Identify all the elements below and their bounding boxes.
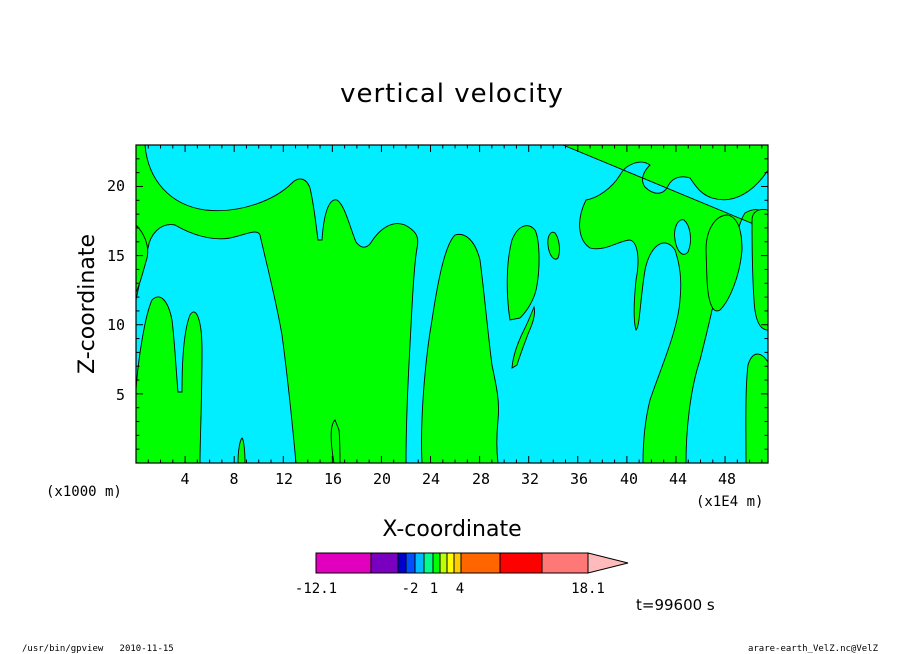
y-tick-label: 10: [107, 316, 125, 334]
colorbar-cell: [499, 552, 543, 574]
positive-velocity-regions: [135, 144, 769, 464]
region-right-edge: [751, 209, 769, 331]
colorbar-cell: [414, 552, 425, 574]
y-tick-marks: [136, 158, 768, 450]
x-tick-label: 36: [570, 470, 588, 488]
x-tick-label: 12: [275, 470, 293, 488]
region-center-small: [547, 231, 560, 260]
colorbar-tick-label: 1: [430, 581, 438, 597]
colorbar-max-arrow: [587, 552, 629, 574]
x-tick-label: 24: [422, 470, 440, 488]
y-axis-label: Z-coordinate: [75, 234, 100, 374]
x-tick-label: 4: [180, 470, 189, 488]
chart-title: vertical velocity: [340, 79, 564, 109]
colorbar-cell: [423, 552, 434, 574]
footer-left: /usr/bin/gpview 2010-11-15: [22, 644, 174, 654]
x-tick-label: 40: [620, 470, 638, 488]
colorbar-cell: [460, 552, 501, 574]
x-tick-marks: [147, 145, 763, 463]
x-tick-label: 28: [472, 470, 490, 488]
colorbar-cell: [370, 552, 399, 574]
y-tick-label: 15: [107, 247, 125, 265]
footer-right: arare-earth_VelZ.nc@VelZ: [748, 644, 879, 654]
region-right-hole: [674, 219, 691, 255]
plot-area: [135, 144, 769, 464]
region-right-blob: [705, 214, 743, 312]
x-tick-label: 32: [521, 470, 539, 488]
colorbar-cell: [315, 552, 372, 574]
colorbar-cell: [439, 552, 448, 574]
region-center: [421, 233, 499, 464]
region-right-lower: [745, 353, 769, 464]
x-unit-right: (x1E4 m): [696, 494, 763, 510]
colorbar-tick-label: 4: [456, 581, 464, 597]
colorbar-cell: [541, 552, 589, 574]
plot-frame: [135, 144, 769, 464]
x-tick-label: 8: [229, 470, 238, 488]
region-small-spike: [237, 437, 246, 464]
colorbar-cell: [397, 552, 407, 574]
region-center-blob: [506, 225, 540, 321]
time-label: t=99600 s: [636, 596, 715, 614]
x-tick-labels: 4 8 12 16 20 24 28 32 36 40 44 48: [180, 470, 736, 488]
colorbar-cell: [453, 552, 462, 574]
region-center-streak: [511, 305, 535, 369]
colorbar-max-label: 18.1: [571, 581, 605, 597]
x-unit-left: (x1000 m): [46, 484, 122, 500]
x-tick-label: 20: [373, 470, 391, 488]
x-tick-label: 48: [718, 470, 736, 488]
x-tick-label: 16: [324, 470, 342, 488]
y-tick-labels: 5 10 15 20: [107, 177, 125, 404]
colorbar-cell: [405, 552, 416, 574]
y-tick-label: 5: [116, 386, 125, 404]
colorbar-cell: [432, 552, 441, 574]
region-left-lobe-a: [135, 296, 203, 464]
region-left-top: [135, 144, 419, 464]
colorbar: -12.1 -2 1 4 18.1: [295, 552, 629, 597]
colorbar-cells: [315, 552, 589, 574]
colorbar-cell: [446, 552, 455, 574]
colorbar-tick-label: -2: [402, 581, 419, 597]
y-tick-label: 20: [107, 177, 125, 195]
x-axis-label: X-coordinate: [382, 517, 521, 542]
x-tick-label: 44: [669, 470, 687, 488]
colorbar-min-label: -12.1: [295, 581, 337, 597]
